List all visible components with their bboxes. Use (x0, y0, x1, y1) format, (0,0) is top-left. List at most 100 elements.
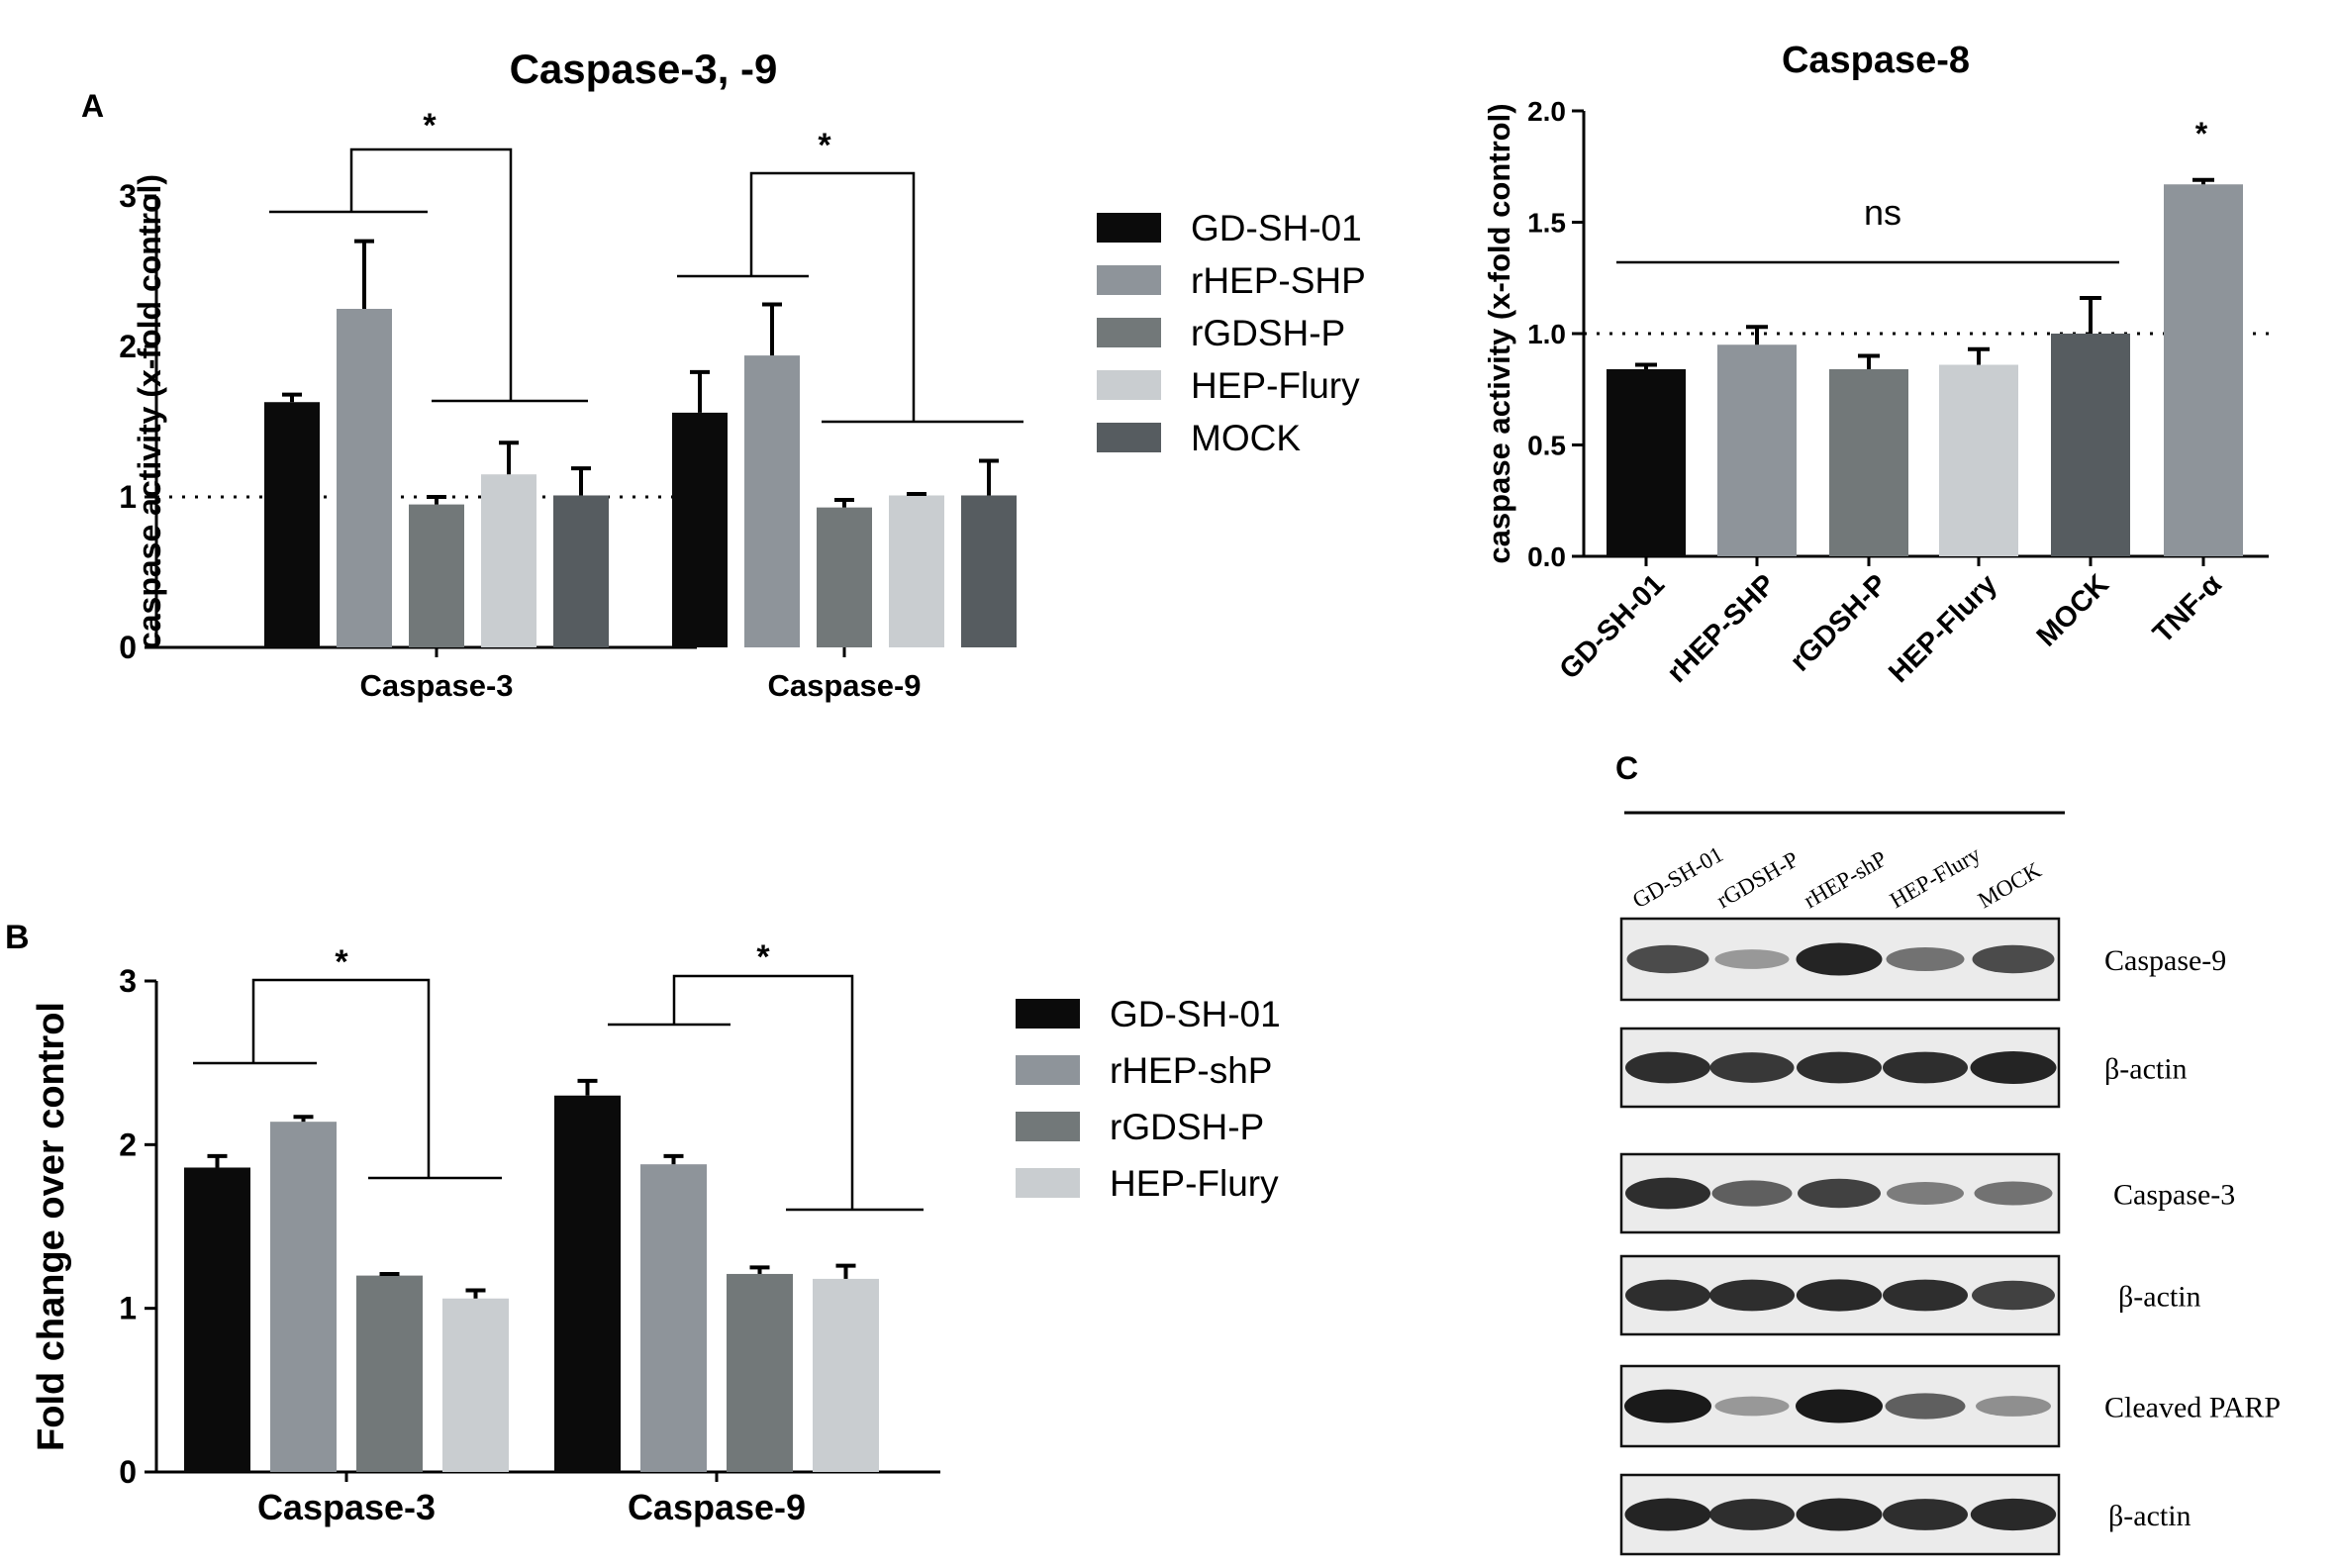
blot-band (1625, 1279, 1710, 1312)
legend-swatch (1097, 370, 1161, 400)
bar (356, 1275, 423, 1472)
bar (554, 1095, 621, 1472)
y-axis-label: caspase activity (x-fold control) (132, 174, 167, 649)
y-tick-label: 3 (119, 178, 137, 214)
bar (817, 507, 872, 647)
y-tick-label: 1.0 (1527, 319, 1566, 349)
bar (889, 495, 944, 647)
blot-band (1626, 944, 1709, 974)
bar (2051, 334, 2130, 556)
y-tick-label: 2.0 (1527, 96, 1566, 127)
blot-band (1883, 1499, 1968, 1530)
blot-band (1886, 946, 1965, 972)
bar (442, 1298, 509, 1472)
legend-label: HEP-Flury (1191, 365, 1360, 406)
y-tick-label: 3 (119, 963, 137, 999)
significance-mark: * (2195, 116, 2208, 151)
blot-band (1714, 949, 1790, 969)
y-axis-label: caspase activity (x-fold control) (1482, 103, 1516, 563)
blot-row-label: β-actin (2118, 1281, 2201, 1314)
legend-label: rGDSH-P (1110, 1107, 1264, 1147)
bar (409, 504, 464, 647)
x-category-label: Caspase-9 (767, 668, 921, 703)
blot-band (1970, 1051, 2057, 1084)
y-tick-label: 0.0 (1527, 541, 1566, 572)
bar (2164, 184, 2243, 556)
blot-band (1972, 1280, 2055, 1311)
chart-title: Caspase-8 (1782, 40, 1970, 81)
legend-label: GD-SH-01 (1110, 994, 1281, 1034)
bar (270, 1122, 337, 1472)
bar (264, 402, 320, 647)
blot-band (1714, 1396, 1790, 1417)
bar (744, 355, 800, 647)
legend-swatch (1097, 318, 1161, 347)
legend-label: rGDSH-P (1191, 313, 1345, 353)
blot-row-label: Caspase-9 (2104, 944, 2226, 977)
chart-fold-change: 0 1 2 3 Fold change over control Caspase-3 Cas… (31, 938, 1281, 1527)
blot-band (1883, 1051, 1968, 1084)
y-tick-label: 1.5 (1527, 208, 1566, 239)
blot-band (1709, 1052, 1795, 1083)
blot-band (1796, 1389, 1883, 1423)
bar (553, 495, 609, 647)
bar (1939, 364, 2018, 556)
significance-mark: * (818, 127, 831, 164)
y-tick-label: 0 (119, 630, 137, 665)
blot-band (1709, 1279, 1795, 1312)
legend-swatch (1016, 1112, 1080, 1141)
blot-band (1798, 1178, 1881, 1209)
significance-mark: ns (1864, 192, 1901, 233)
bar (727, 1273, 793, 1472)
y-tick-label: 1 (119, 1291, 137, 1326)
blot-row-label: Cleaved PARP (2104, 1392, 2281, 1424)
bar (481, 474, 536, 647)
blot-row-label: β-actin (2108, 1500, 2192, 1532)
legend-swatch (1097, 265, 1161, 295)
blot-band (1970, 1498, 2057, 1531)
blot-band (1972, 944, 2055, 974)
x-category-label: Caspase-3 (359, 668, 513, 703)
blot-band (1796, 1279, 1883, 1312)
legend-swatch (1097, 213, 1161, 243)
bar (184, 1167, 250, 1472)
legend-label: rHEP-shP (1110, 1050, 1272, 1091)
blot-row-label: Caspase-3 (2113, 1179, 2235, 1212)
blot-row-label: β-actin (2104, 1053, 2188, 1086)
legend-swatch (1016, 999, 1080, 1029)
significance-mark: * (756, 938, 770, 976)
panel-label-a: A (81, 88, 104, 124)
legend-label: HEP-Flury (1110, 1163, 1279, 1204)
blot-band (1625, 1177, 1710, 1210)
y-tick-label: 2 (119, 1127, 137, 1162)
bar (1829, 369, 1908, 556)
panel-label-b: B (5, 919, 30, 956)
significance-mark: * (335, 943, 348, 981)
bar (1607, 369, 1686, 556)
blot-band (1624, 1498, 1711, 1531)
blot-band (1709, 1499, 1795, 1530)
bar (672, 412, 728, 647)
y-axis-label: Fold change over control (31, 1002, 72, 1451)
legend-swatch (1097, 423, 1161, 452)
panel-label-c: C (1615, 750, 1638, 786)
significance-bracket (608, 974, 924, 1212)
y-tick-label: 0.5 (1527, 431, 1566, 461)
legend-swatch (1016, 1055, 1080, 1085)
bar (640, 1164, 707, 1472)
blot-band (1796, 942, 1883, 976)
blot-band (1887, 1182, 1964, 1205)
y-tick-label: 2 (119, 329, 137, 364)
blot-band (1976, 1396, 2051, 1417)
significance-bracket (193, 978, 502, 1180)
blot-band (1885, 1393, 1966, 1420)
blot-band (1624, 1389, 1711, 1423)
y-tick-label: 0 (119, 1454, 137, 1490)
x-category-label: Caspase-3 (257, 1487, 436, 1527)
blot-band (1974, 1181, 2053, 1206)
blot-band (1796, 1498, 1883, 1531)
significance-bracket (677, 171, 1023, 424)
significance-mark: * (423, 107, 437, 145)
blot-band (1797, 1051, 1882, 1084)
